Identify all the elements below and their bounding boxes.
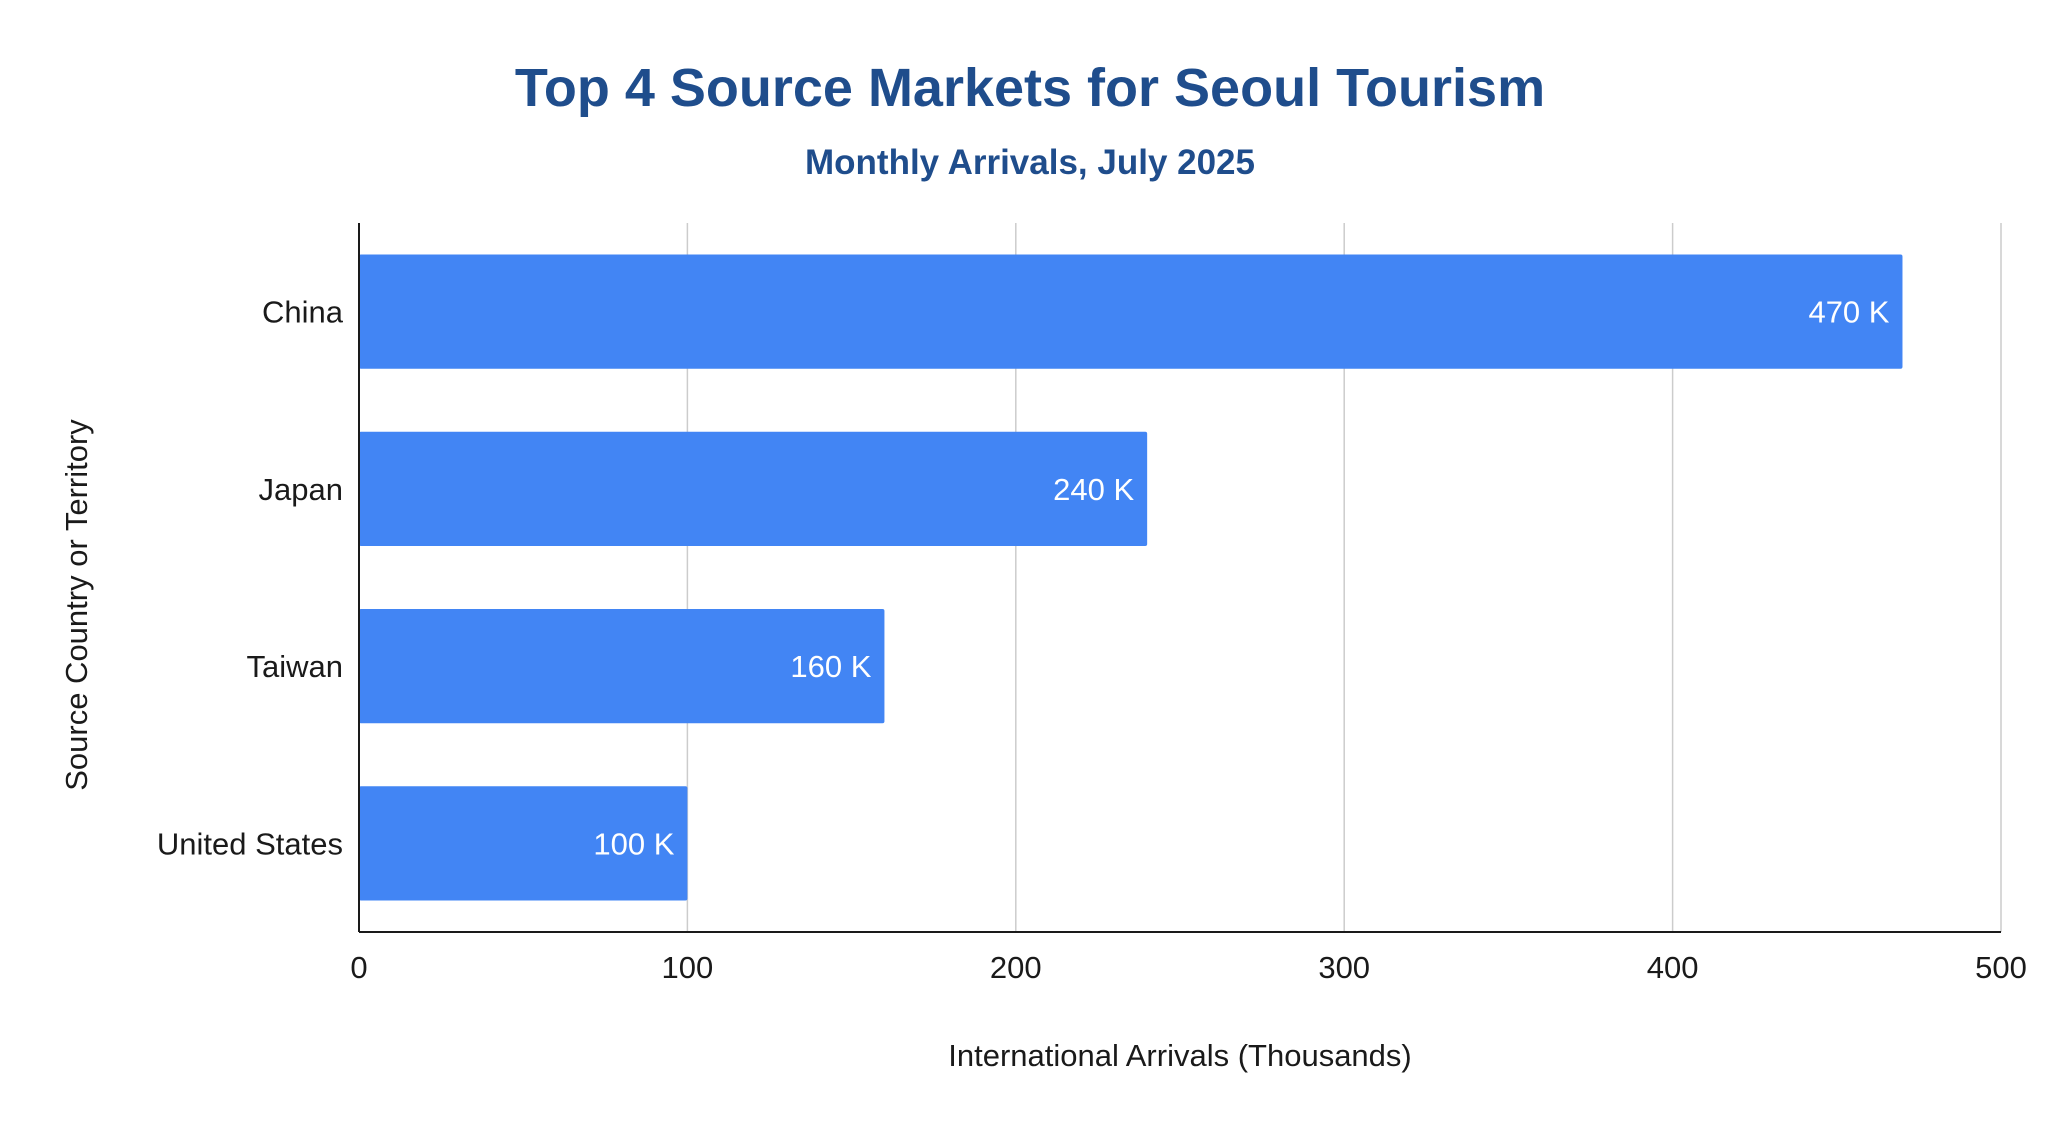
x-tick-labels: 0 100 200 300 400 500 xyxy=(350,950,2026,985)
category-label: United States xyxy=(157,826,343,861)
bar-data-label: 160 K xyxy=(790,649,871,684)
x-tick-label: 200 xyxy=(990,950,1042,985)
bar-japan xyxy=(359,431,1148,547)
bar-united-states xyxy=(359,786,688,901)
category-label: Japan xyxy=(259,472,343,507)
category-labels: China Japan Taiwan United States xyxy=(157,295,344,862)
y-axis-title: Source Country or Territory xyxy=(59,419,94,791)
bar-taiwan xyxy=(359,608,885,724)
x-tick-label: 300 xyxy=(1318,950,1370,985)
x-tick-label: 500 xyxy=(1975,950,2027,985)
x-axis-title: International Arrivals (Thousands) xyxy=(948,1038,1412,1073)
x-tick-label: 0 xyxy=(350,950,367,985)
category-label: Taiwan xyxy=(247,649,344,684)
bar-data-label: 100 K xyxy=(593,826,674,861)
x-tick-label: 400 xyxy=(1647,950,1699,985)
category-label: China xyxy=(262,295,344,330)
x-tick-label: 100 xyxy=(662,950,714,985)
bar-china xyxy=(359,254,1903,369)
bars: 470 K 240 K 160 K 100 K xyxy=(359,254,1903,901)
bar-data-label: 470 K xyxy=(1808,295,1889,330)
chart-subtitle: Monthly Arrivals, July 2025 xyxy=(805,143,1255,182)
bar-data-label: 240 K xyxy=(1053,472,1134,507)
chart-title: Top 4 Source Markets for Seoul Tourism xyxy=(515,58,1545,118)
